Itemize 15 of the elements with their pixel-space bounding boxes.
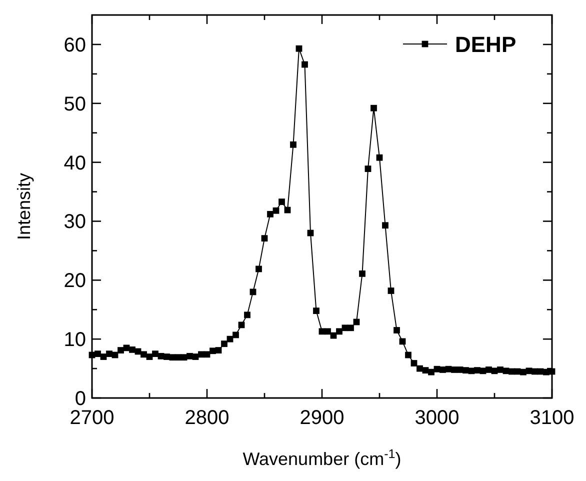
y-tick-label: 20 (64, 270, 86, 292)
y-tick-label: 40 (64, 152, 86, 174)
x-axis-title: Wavenumber (cm$^{-1}$) (242, 447, 402, 469)
x-tick-label: 2700 (70, 407, 114, 429)
y-tick-label: 0 (74, 388, 86, 410)
x-tick-label: 2800 (184, 407, 230, 429)
y-tick-label: 30 (64, 211, 86, 234)
y-tick-label: 60 (64, 34, 86, 56)
y-tick-label: 50 (64, 93, 86, 116)
y-tick-label: 10 (64, 329, 86, 352)
y-axis-title: Intensity (14, 172, 34, 240)
x-tick-label: 3100 (530, 407, 574, 429)
x-tick-label: 2900 (300, 407, 344, 429)
x-tick-label: 3000 (414, 407, 460, 429)
legend-label: DEHP (455, 32, 516, 57)
